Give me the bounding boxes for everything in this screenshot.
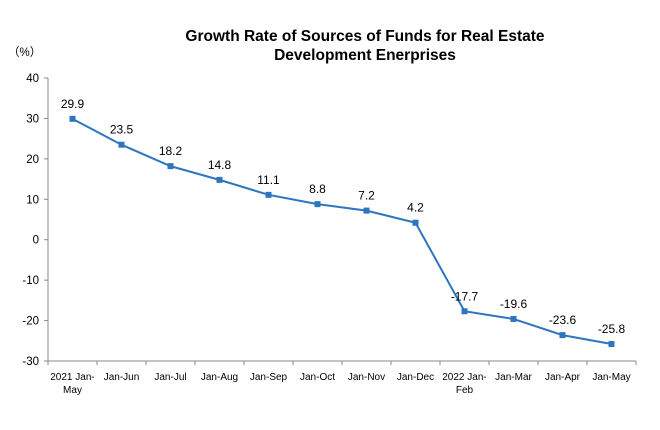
x-tick-label: Jan-Aug [201,372,238,383]
data-point-marker [69,115,76,122]
series-line [72,117,612,346]
data-point-marker [608,341,615,348]
x-tick-label: Jan-Jun [104,372,140,383]
data-label: 11.1 [257,173,280,187]
data-label: -25.8 [598,322,626,336]
x-tick-label: Jan-Nov [348,372,385,383]
data-label: 29.9 [61,97,85,111]
y-tick-label: 10 [26,194,39,206]
y-tick-label: -30 [22,356,39,368]
data-label: 18.2 [159,144,183,158]
x-tick-label: Jan-May [592,372,630,383]
data-point-marker [167,163,174,170]
y-tick-label: 40 [26,73,39,85]
y-tick-label: -20 [22,316,39,328]
data-point-marker [559,332,566,339]
data-point-marker [412,219,419,226]
chart-title-line-2: Development Enerprises [274,47,456,64]
data-point-marker [363,207,370,214]
y-axis-unit-label: （%） [8,47,42,59]
data-label: 7.2 [358,189,375,203]
data-point-marker [510,315,517,322]
data-point-marker [314,201,321,208]
y-tick-label: 20 [26,154,39,166]
x-tick-label: Jan-Apr [545,372,581,383]
x-tick-label: Jan-Oct [300,372,335,383]
data-label: -19.6 [500,297,528,311]
data-point-marker [118,141,125,148]
data-point-marker [265,191,272,198]
x-tick-label: Jan-Sep [250,372,288,383]
data-label: -23.6 [549,313,577,327]
data-point-marker [461,308,468,315]
x-tick-label: Jan-Mar [495,372,532,383]
data-label: 4.2 [407,201,424,215]
chart-title-line-1: Growth Rate of Sources of Funds for Real… [185,28,545,45]
y-tick-label: 0 [33,235,39,247]
x-tick-label: Jan-Jul [154,372,186,383]
data-point-marker [216,176,223,183]
y-tick-label: -10 [22,275,39,287]
x-tick-label: 2022 Jan-Feb [442,372,486,396]
data-label: 14.8 [208,158,232,172]
data-label: -17.7 [451,289,479,303]
x-tick-label: 2021 Jan-May [50,372,94,396]
data-label: 23.5 [110,123,134,137]
x-tick-label: Jan-Dec [397,372,434,383]
data-label: 8.8 [309,182,326,196]
y-tick-label: 30 [26,113,39,125]
